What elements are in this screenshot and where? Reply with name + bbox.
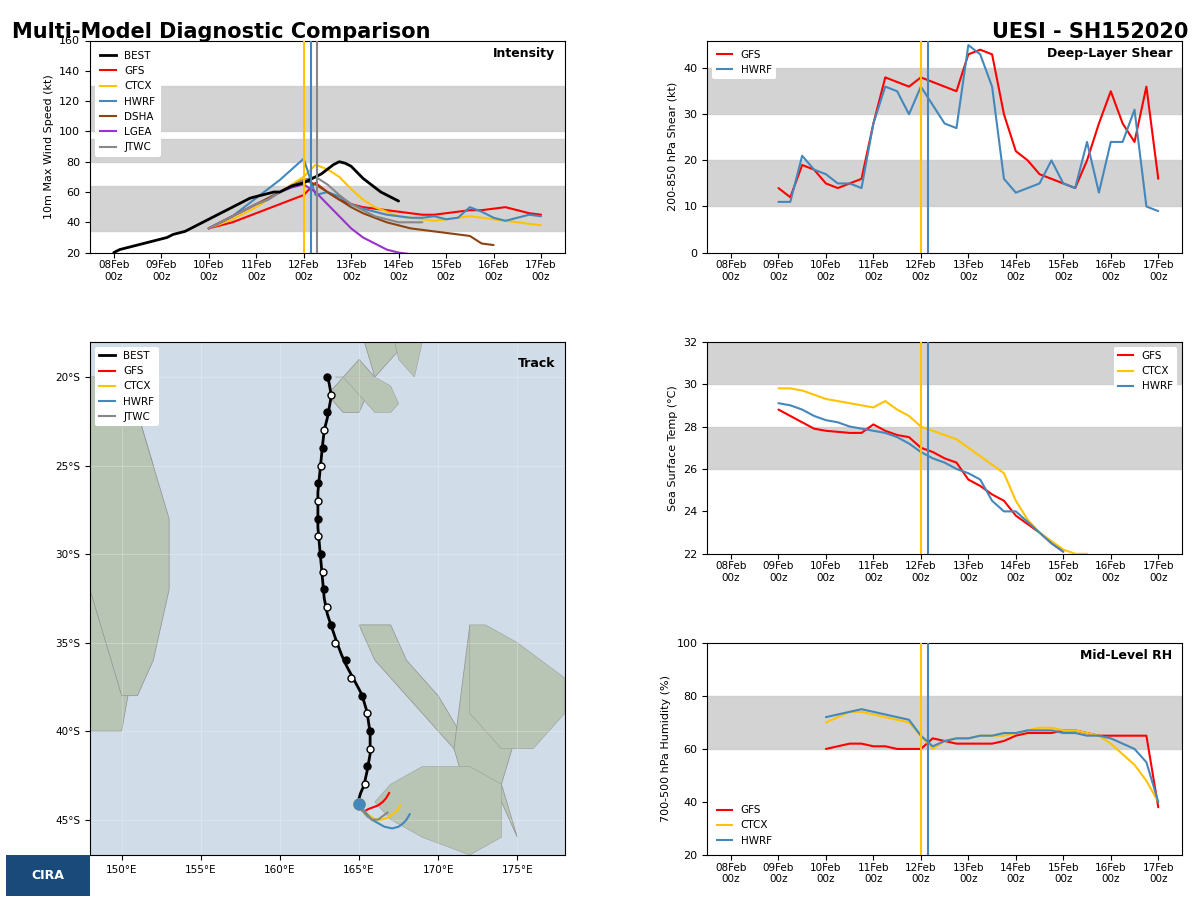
Bar [707, 68, 1182, 114]
Text: Intensity: Intensity [493, 47, 556, 60]
Bar [707, 427, 1182, 469]
Bar [90, 186, 565, 231]
Polygon shape [383, 271, 422, 377]
Polygon shape [90, 377, 169, 696]
Polygon shape [454, 625, 517, 820]
Bar [90, 139, 565, 162]
Polygon shape [328, 359, 374, 412]
Polygon shape [90, 377, 154, 731]
Text: Track: Track [517, 357, 556, 370]
Bar [90, 86, 565, 131]
Bar [707, 160, 1182, 206]
Text: Mid-Level RH: Mid-Level RH [1080, 649, 1172, 662]
Text: CIRA: CIRA [31, 868, 65, 882]
Text: Multi-Model Diagnostic Comparison: Multi-Model Diagnostic Comparison [12, 22, 431, 42]
Legend: BEST, GFS, CTCX, HWRF, DSHA, LGEA, JTWC: BEST, GFS, CTCX, HWRF, DSHA, LGEA, JTWC [95, 46, 161, 158]
Text: UESI - SH152020: UESI - SH152020 [991, 22, 1188, 42]
Polygon shape [335, 377, 398, 412]
Polygon shape [359, 306, 407, 377]
Legend: GFS, CTCX, HWRF: GFS, CTCX, HWRF [1114, 346, 1177, 396]
Polygon shape [374, 767, 502, 855]
Text: SST: SST [1146, 348, 1172, 361]
Legend: GFS, HWRF: GFS, HWRF [713, 46, 775, 79]
Y-axis label: 200-850 hPa Shear (kt): 200-850 hPa Shear (kt) [668, 82, 678, 212]
Polygon shape [359, 625, 517, 837]
Bar [707, 342, 1182, 384]
Y-axis label: 700-500 hPa Humidity (%): 700-500 hPa Humidity (%) [661, 675, 671, 823]
Text: Deep-Layer Shear: Deep-Layer Shear [1048, 47, 1172, 60]
Legend: GFS, CTCX, HWRF: GFS, CTCX, HWRF [713, 801, 775, 850]
Polygon shape [470, 625, 565, 749]
Y-axis label: Sea Surface Temp (°C): Sea Surface Temp (°C) [667, 385, 678, 510]
Y-axis label: 10m Max Wind Speed (kt): 10m Max Wind Speed (kt) [43, 74, 54, 219]
Bar [707, 696, 1182, 749]
Legend: BEST, GFS, CTCX, HWRF, JTWC: BEST, GFS, CTCX, HWRF, JTWC [95, 346, 158, 426]
